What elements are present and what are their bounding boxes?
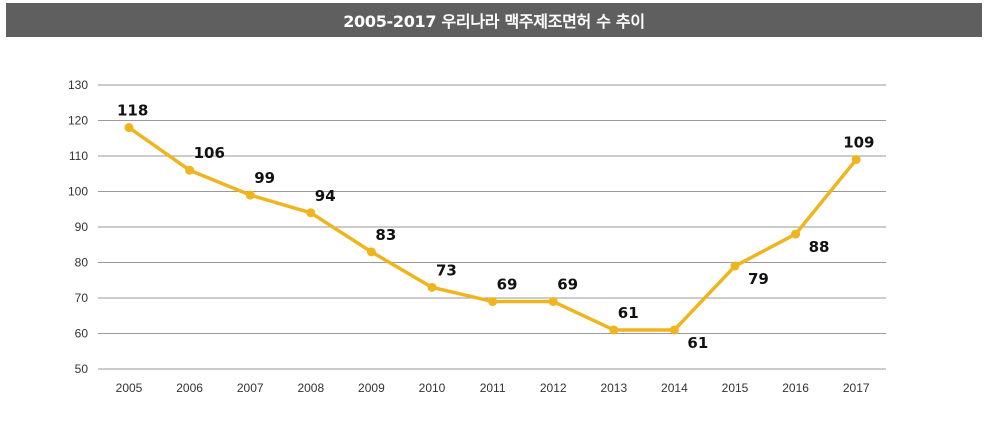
x-tick-label: 2012 [540, 381, 567, 395]
x-tick-label: 2011 [480, 381, 506, 395]
x-tick-label: 2010 [419, 381, 446, 395]
x-axis-ticks: 2005 2006 2007 2008 2009 2010 2011 2012 2013 2014… [116, 381, 870, 395]
data-point [488, 297, 498, 307]
x-tick-label: 2017 [843, 381, 870, 395]
chart-title: 2005-2017 우리나라 맥주제조면허 수 추이 [6, 3, 982, 37]
data-label: 69 [557, 276, 578, 294]
x-tick-label: 2007 [237, 381, 264, 395]
y-tick-label: 70 [75, 291, 89, 305]
data-label: 106 [194, 144, 225, 162]
data-label: 61 [618, 304, 639, 322]
data-point [791, 229, 801, 239]
y-tick-label: 130 [68, 78, 88, 92]
data-label: 69 [497, 276, 518, 294]
data-label: 88 [809, 238, 830, 256]
y-tick-label: 60 [75, 327, 89, 341]
data-point [669, 325, 679, 335]
data-point [548, 297, 558, 307]
x-tick-label: 2008 [297, 381, 324, 395]
x-tick-label: 2013 [600, 381, 627, 395]
grid-lines [98, 84, 886, 370]
data-points [124, 123, 861, 335]
data-point [851, 155, 861, 165]
data-label: 94 [315, 187, 336, 205]
data-point [245, 190, 255, 200]
x-tick-label: 2015 [722, 381, 749, 395]
x-tick-label: 2014 [661, 381, 688, 395]
data-labels: 118 106 99 94 83 73 69 69 61 61 79 88 109 [117, 102, 875, 352]
x-tick-label: 2005 [116, 381, 143, 395]
x-tick-label: 2009 [358, 381, 385, 395]
data-point [306, 208, 316, 218]
y-tick-label: 50 [75, 362, 89, 376]
data-label: 73 [436, 261, 457, 279]
y-tick-label: 80 [75, 256, 89, 270]
data-label: 109 [843, 134, 874, 152]
y-tick-label: 90 [75, 220, 89, 234]
data-point [427, 282, 437, 292]
y-tick-label: 100 [68, 185, 88, 199]
data-point [730, 261, 740, 271]
data-point [366, 247, 376, 257]
data-label: 61 [687, 334, 708, 352]
data-label: 99 [254, 169, 275, 187]
y-tick-label: 110 [69, 149, 88, 163]
data-point [185, 165, 195, 175]
data-label: 83 [375, 226, 396, 244]
data-point [609, 325, 619, 335]
y-axis-ticks: 50 60 70 80 90 100 110 120 130 [68, 78, 88, 376]
x-tick-label: 2016 [782, 381, 809, 395]
data-label: 118 [117, 102, 148, 120]
data-label: 79 [748, 270, 769, 288]
x-tick-label: 2006 [176, 381, 203, 395]
y-tick-label: 120 [68, 114, 88, 128]
data-point [124, 123, 134, 133]
